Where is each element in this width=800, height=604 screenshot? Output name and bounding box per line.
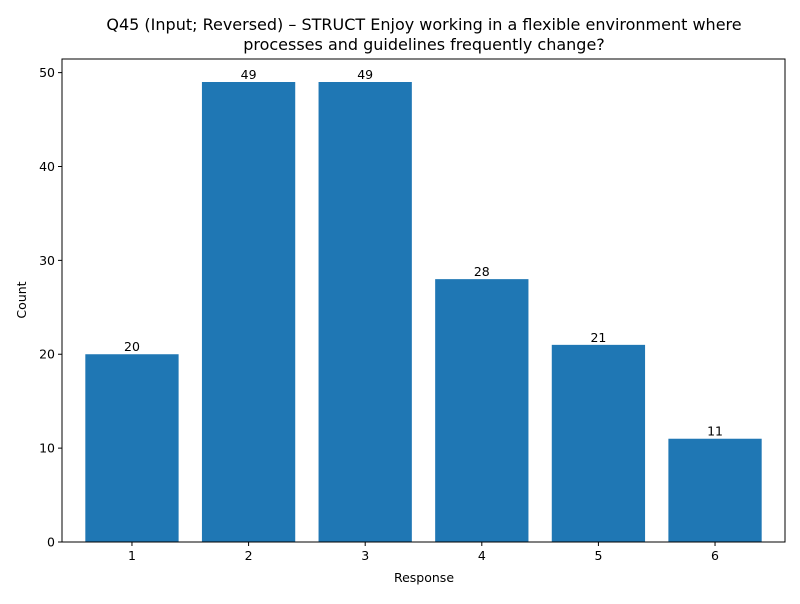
x-tick-label: 2	[245, 548, 253, 563]
bar	[435, 279, 529, 542]
bar-value-label: 21	[590, 330, 606, 345]
plot-frame	[61, 58, 786, 543]
bars-layer: 20 49 49 28 21 11	[85, 67, 762, 542]
ticks-layer: 1 2 3 4 5 6 0 10 20 30 40 50	[39, 65, 719, 563]
x-tick-label: 3	[361, 548, 369, 563]
bar-value-label: 49	[241, 67, 257, 82]
bar-value-label: 20	[124, 339, 140, 354]
y-tick-label: 30	[39, 253, 55, 268]
chart-title-line-1: Q45 (Input; Reversed) – STRUCT Enjoy wor…	[106, 15, 741, 34]
bar-value-label: 11	[707, 424, 723, 439]
y-tick-label: 50	[39, 65, 55, 80]
x-tick-label: 6	[711, 548, 719, 563]
bar	[318, 82, 412, 542]
bar	[668, 438, 762, 542]
chart-title-line-2: processes and guidelines frequently chan…	[243, 35, 605, 54]
y-tick-label: 10	[39, 441, 55, 456]
bar-value-label: 49	[357, 67, 373, 82]
x-tick-label: 4	[478, 548, 486, 563]
y-tick-label: 40	[39, 159, 55, 174]
x-tick-label: 1	[128, 548, 136, 563]
bar-value-label: 28	[474, 264, 490, 279]
bar	[201, 82, 296, 542]
bar	[551, 344, 646, 542]
y-tick-label: 20	[39, 347, 55, 362]
bar	[85, 354, 179, 542]
y-axis-label: Count	[14, 281, 29, 318]
x-axis-label: Response	[394, 570, 454, 585]
y-tick-label: 0	[47, 535, 55, 550]
x-tick-label: 5	[594, 548, 602, 563]
